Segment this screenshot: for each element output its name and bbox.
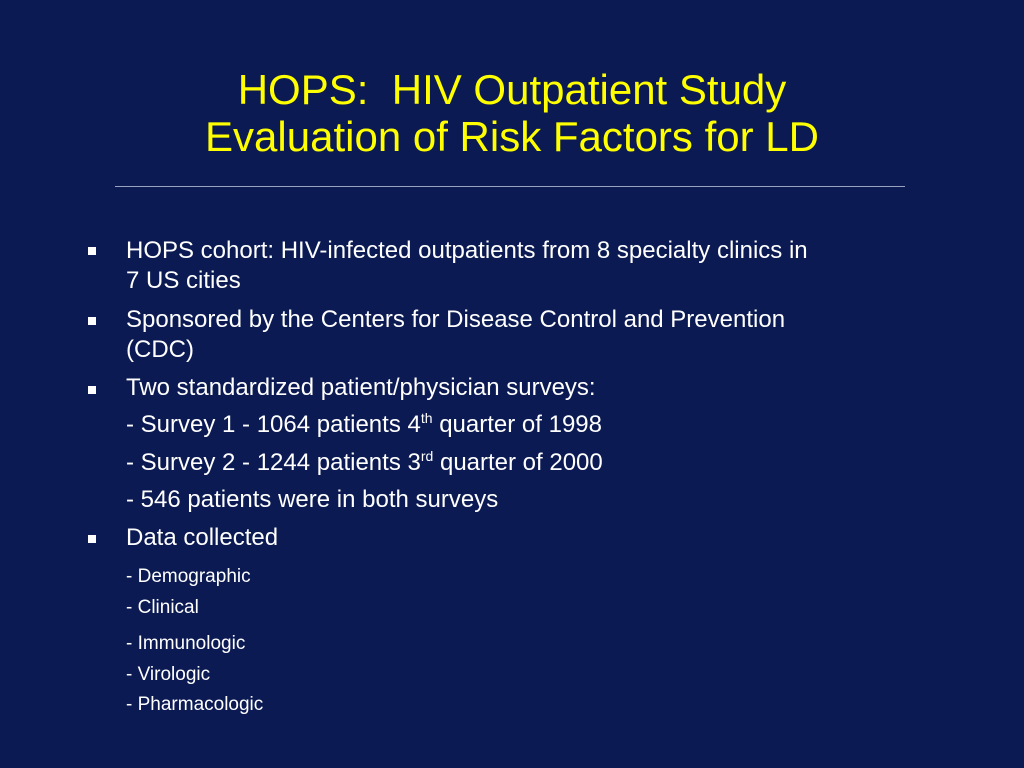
data-item-clinical: - Clinical — [126, 597, 199, 618]
bullet-square-icon — [88, 535, 96, 543]
title-line-2: Evaluation of Risk Factors for LD — [205, 113, 819, 160]
survey-2-prefix: - Survey 2 - 1244 patients 3 — [126, 449, 421, 476]
bullet-square-icon — [88, 247, 96, 255]
survey-2-suffix: quarter of 2000 — [433, 449, 603, 476]
survey-1-sup: th — [420, 410, 433, 426]
bullet-hops-cohort-line-2: 7 US cities — [126, 267, 241, 294]
survey-1-suffix: quarter of 1998 — [432, 411, 602, 438]
bullet-surveys: Two standardized patient/physician surve… — [126, 374, 596, 401]
survey-2-sup: rd — [420, 448, 434, 464]
bullet-square-icon — [88, 386, 96, 394]
title-line-1: HOPS: HIV Outpatient Study — [237, 66, 787, 113]
survey-1-prefix: - Survey 1 - 1064 patients 4 — [126, 411, 421, 438]
data-item-immunologic: - Immunologic — [126, 633, 246, 654]
data-item-pharmacologic: - Pharmacologic — [126, 694, 264, 715]
survey-1-line: - Survey 1 - 1064 patients 4th quarter o… — [126, 410, 602, 440]
survey-2-line: - Survey 2 - 1244 patients 3rd quarter o… — [126, 448, 603, 478]
bullet-hops-cohort-line-1: HOPS cohort: HIV-infected outpatients fr… — [126, 237, 808, 264]
bullet-data-collected: Data collected — [126, 524, 279, 551]
bullet-square-icon — [88, 317, 96, 325]
bullet-sponsor-line-1: Sponsored by the Centers for Disease Con… — [126, 306, 786, 333]
bullet-sponsor-line-2: (CDC) — [126, 336, 194, 363]
data-item-virologic: - Virologic — [126, 664, 211, 685]
title-divider — [115, 186, 905, 187]
data-item-demographic: - Demographic — [126, 566, 251, 587]
slide-title: HOPS: HIV Outpatient Study Evaluation of… — [0, 66, 1024, 160]
survey-both-line: - 546 patients were in both surveys — [126, 486, 499, 513]
